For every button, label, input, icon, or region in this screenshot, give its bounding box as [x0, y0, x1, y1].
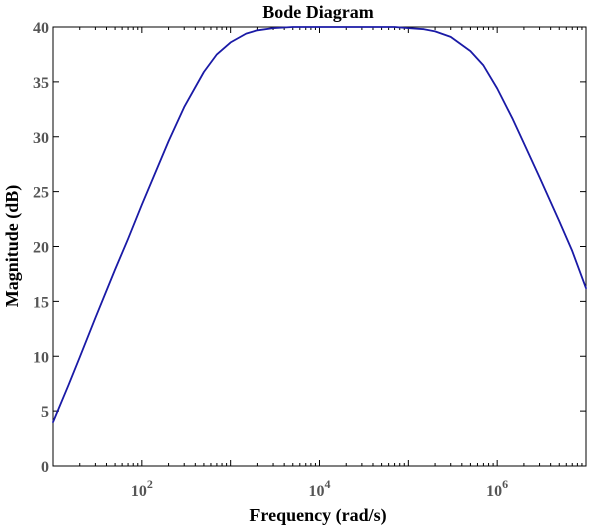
data-point: [272, 27, 274, 29]
y-tick-label: 40: [33, 20, 49, 37]
data-point: [523, 142, 525, 144]
x-tick-label: 104: [309, 477, 331, 500]
data-point: [183, 106, 185, 108]
x-tick-label: 102: [131, 477, 153, 500]
data-point: [361, 26, 363, 28]
data-point: [256, 29, 258, 31]
data-point: [318, 26, 320, 28]
x-axis-label: Frequency (rad/s): [249, 505, 386, 526]
y-tick-label: 10: [33, 349, 49, 366]
data-point: [558, 220, 560, 222]
y-tick-label: 25: [33, 185, 49, 202]
data-point: [94, 317, 96, 319]
y-tick-label: 30: [33, 130, 49, 147]
y-tick-label: 15: [33, 294, 49, 311]
data-point: [245, 32, 247, 34]
y-tick-label: 35: [33, 75, 49, 92]
data-point: [450, 36, 452, 38]
data-point: [482, 64, 484, 66]
data-point: [167, 140, 169, 142]
y-tick-label: 5: [41, 404, 49, 421]
data-point: [512, 118, 514, 120]
data-point: [67, 384, 69, 386]
series-line: [52, 26, 587, 424]
y-tick-label: 20: [33, 240, 49, 257]
data-point: [127, 238, 129, 240]
data-point: [114, 268, 116, 270]
data-point: [423, 28, 425, 30]
x-tick-label: 106: [486, 477, 508, 500]
data-point: [393, 26, 395, 28]
data-point: [216, 53, 218, 55]
data-point: [156, 166, 158, 168]
data-point: [229, 41, 231, 43]
data-point: [434, 30, 436, 32]
y-axis-label: Magnitude (dB): [2, 185, 23, 308]
data-point: [585, 287, 587, 289]
data-point: [496, 87, 498, 89]
data-point: [538, 176, 540, 178]
chart-title: Bode Diagram: [262, 2, 374, 22]
y-tick-label: 0: [41, 459, 49, 476]
data-point: [203, 71, 205, 73]
data-point: [141, 204, 143, 206]
data-point: [79, 356, 81, 358]
data-point: [52, 421, 54, 423]
data-point: [292, 26, 294, 28]
data-point: [469, 50, 471, 52]
plot-area: 102 104 106 0 5 10 15 20 25 30 35 40: [33, 20, 587, 500]
data-point: [407, 27, 409, 29]
data-point: [571, 250, 573, 252]
